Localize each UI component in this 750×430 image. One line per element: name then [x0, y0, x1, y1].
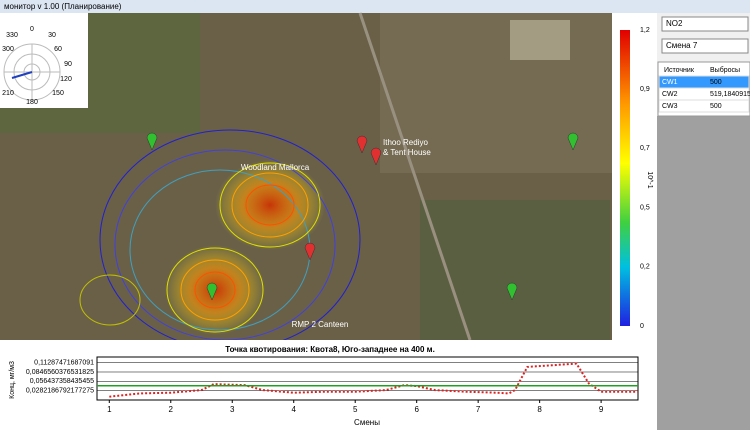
y-tick-label: 0,0846560376531825 — [26, 369, 94, 376]
polar-label: 0 — [30, 26, 34, 33]
polar-label: 60 — [54, 46, 62, 53]
table-cell: CW3 — [662, 103, 678, 110]
y-tick-label: 0,0282186792177275 — [26, 388, 94, 395]
map-marker[interactable] — [146, 132, 158, 151]
map[interactable] — [0, 12, 612, 351]
map-label: Woodland Mallorca — [241, 163, 310, 172]
map-marker[interactable] — [567, 132, 579, 151]
table-row[interactable] — [658, 99, 750, 113]
x-tick-label: 8 — [537, 405, 542, 414]
x-axis-label: Смены — [354, 418, 380, 427]
map-marker[interactable] — [506, 282, 518, 301]
x-tick-label: 6 — [414, 405, 419, 414]
table-header: Источник — [664, 67, 695, 74]
x-tick-label: 9 — [599, 405, 604, 414]
table-cell: 519,1840915 — [710, 91, 750, 98]
map-marker[interactable] — [356, 135, 368, 154]
table-cell: 500 — [710, 103, 722, 110]
substance: NO2 — [666, 19, 683, 28]
polar-label: 300 — [2, 46, 14, 53]
shift-select[interactable] — [661, 38, 749, 54]
wind-direction — [11, 71, 33, 79]
colorbar-panel — [612, 13, 657, 340]
colorbar-label: 1,2 — [640, 27, 650, 34]
map-marker[interactable] — [370, 147, 382, 166]
colorbar-label: 0 — [640, 323, 644, 330]
x-tick-label: 4 — [292, 405, 297, 414]
map-label: RMP 2 Canteen — [292, 320, 349, 329]
table-header: Выбросы — [710, 66, 740, 74]
colorbar-label: 0,2 — [640, 264, 650, 271]
colorbar-unit: 10^-1 — [646, 171, 653, 188]
substance-select[interactable] — [661, 16, 749, 32]
colorbar-label: 0,7 — [640, 145, 650, 152]
chart-title: Точка квотирования: Квота8, Юго-западнее… — [225, 345, 435, 354]
y-tick-label: 0,11287471687091 — [34, 360, 94, 367]
polar-label: 150 — [52, 90, 64, 97]
y-axis-label: Конц, мг/м3 — [9, 361, 16, 399]
map-building — [510, 20, 570, 60]
polar-label: 120 — [60, 76, 72, 83]
map-marker[interactable] — [304, 242, 316, 261]
polar-label: 330 — [6, 32, 18, 39]
wind-rose-panel — [0, 13, 88, 108]
colorbar-label: 0,9 — [640, 86, 650, 93]
window-title: монитор v 1.00 (Планирование) — [4, 2, 122, 11]
polar-label: 90 — [64, 61, 72, 68]
chart-panel — [0, 340, 657, 430]
polar-label: 210 — [2, 90, 14, 97]
map-road — [358, 12, 472, 341]
map-label: Ithoo Rediyo — [383, 138, 428, 147]
contours — [79, 129, 361, 351]
table-cell: CW2 — [662, 91, 678, 98]
window-controls[interactable] — [704, 0, 750, 12]
map-label: & Tent House — [383, 148, 431, 157]
x-tick-label: 5 — [353, 405, 358, 414]
table-cell: CW1 — [662, 79, 678, 86]
x-tick-label: 3 — [230, 405, 235, 414]
polar-label: 180 — [26, 99, 38, 106]
polar-label: 30 — [48, 32, 56, 39]
shift: Смена 7 — [666, 41, 698, 50]
x-tick-label: 2 — [169, 405, 174, 414]
colorbar-label: 0,5 — [640, 204, 650, 211]
title-bar — [0, 0, 750, 13]
plot-area — [96, 356, 639, 401]
colorbar — [620, 30, 630, 326]
map-area — [420, 200, 610, 340]
map-marker[interactable] — [206, 282, 218, 301]
x-tick-label: 7 — [476, 405, 481, 414]
y-tick-label: 0,056437358435455 — [30, 378, 94, 385]
table-cell: 500 — [710, 79, 722, 86]
x-tick-label: 1 — [107, 405, 112, 414]
